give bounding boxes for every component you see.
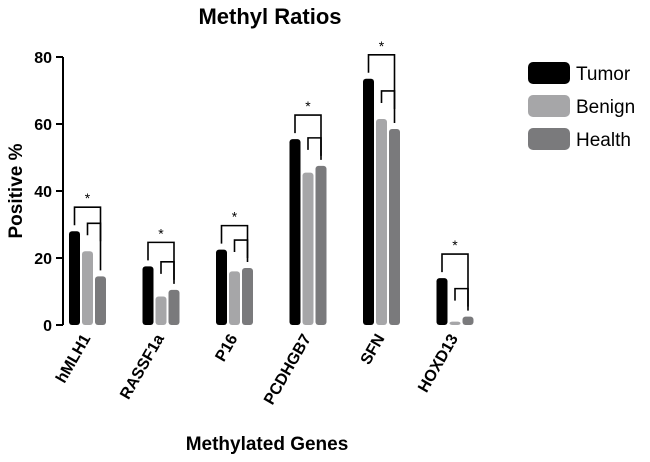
significance-bracket-inner xyxy=(86,222,102,242)
bar-health xyxy=(95,276,106,325)
bar-health xyxy=(168,289,180,325)
y-tick-label: 20 xyxy=(34,251,52,268)
bar-health xyxy=(315,165,327,325)
bar-benign xyxy=(376,118,387,325)
bar-health xyxy=(389,129,400,325)
y-axis-title: Positive % xyxy=(6,143,27,238)
category-label: P16 xyxy=(213,331,242,364)
significance-bracket-inner xyxy=(380,90,396,109)
y-tick-label: 40 xyxy=(34,184,52,201)
significance-bracket-outer xyxy=(367,53,396,124)
bar-health xyxy=(462,316,474,325)
bar-benign xyxy=(449,321,461,325)
significance-star: * xyxy=(85,190,91,206)
bar-benign xyxy=(229,271,240,325)
bar-tumor xyxy=(69,231,80,325)
y-tick-label: 0 xyxy=(43,318,52,335)
significance-star: * xyxy=(452,237,458,253)
bar-tumor xyxy=(216,249,227,325)
bar-tumor xyxy=(363,78,374,326)
legend-label-benign: Benign xyxy=(576,97,635,118)
legend-swatch-benign xyxy=(528,95,570,117)
category-label: SFN xyxy=(358,332,389,368)
bar-benign xyxy=(82,251,93,325)
category-label: HOXD13 xyxy=(415,331,462,395)
significance-star: * xyxy=(158,225,164,241)
significance-bracket-inner xyxy=(233,239,249,259)
bars-group xyxy=(69,78,474,326)
y-tick-label: 80 xyxy=(34,50,52,67)
bar-benign xyxy=(302,172,314,325)
significance-star: * xyxy=(305,98,311,114)
y-tick-label: 60 xyxy=(34,117,52,134)
bar-benign xyxy=(155,296,167,325)
chart-title: Methyl Ratios xyxy=(198,4,341,29)
bar-tumor xyxy=(142,266,154,325)
significance-star: * xyxy=(232,209,238,225)
significance-bracket-outer xyxy=(441,253,469,311)
category-labels: hMLH1 RASSF1a P16 PCDHGB7 SFN HOXD13 xyxy=(53,331,462,407)
legend-label-tumor: Tumor xyxy=(576,64,631,85)
significance-brackets: * * * * * * xyxy=(73,38,469,311)
category-label: hMLH1 xyxy=(53,331,94,386)
category-label: RASSF1a xyxy=(117,331,168,402)
bar-tumor xyxy=(289,139,301,325)
bar-health xyxy=(242,268,253,325)
significance-star: * xyxy=(379,38,385,54)
legend: Tumor Benign Health xyxy=(528,62,635,151)
significance-bracket-inner xyxy=(160,261,175,280)
legend-swatch-tumor xyxy=(528,62,570,84)
significance-bracket-inner xyxy=(454,287,469,307)
significance-bracket-inner xyxy=(307,137,322,156)
category-label: PCDHGB7 xyxy=(261,331,315,407)
bar-tumor xyxy=(436,278,448,325)
legend-label-health: Health xyxy=(576,130,631,151)
x-axis-title: Methylated Genes xyxy=(186,434,349,455)
y-axis-ticks: 0 20 40 60 80 xyxy=(34,50,63,335)
legend-swatch-health xyxy=(528,128,570,150)
